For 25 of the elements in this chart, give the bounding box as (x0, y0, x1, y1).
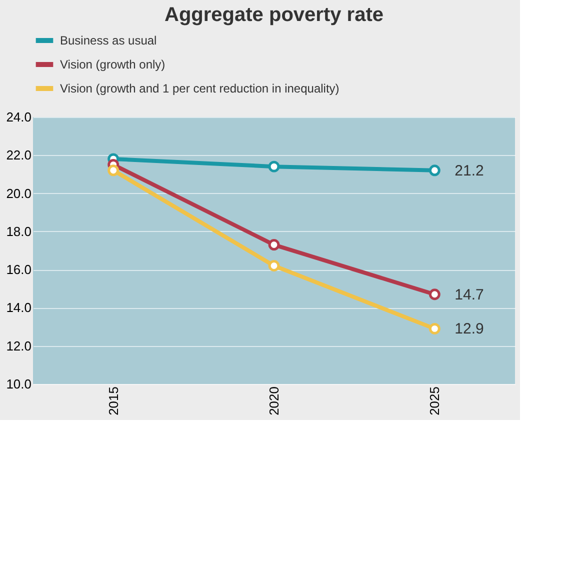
y-tick-label: 10.0 (6, 376, 32, 392)
y-tick-label: 12.0 (6, 338, 32, 354)
legend-label: Vision (growth only) (60, 58, 166, 72)
y-tick-label: 18.0 (6, 224, 32, 239)
x-tick-label: 2020 (266, 386, 282, 416)
point (268, 160, 280, 172)
point (268, 239, 280, 250)
x-tick-label: 2015 (106, 386, 121, 416)
chart-title: Aggregate poverty rate (164, 4, 384, 26)
x-tick-label: 2025 (427, 386, 442, 416)
y-tick-label: 24.0 (6, 110, 32, 124)
legend-label: Vision (growth and 1 per cent reduction in inequality) (60, 82, 340, 96)
y-tick-label: 14.0 (6, 300, 32, 316)
data-label: 21.2 (454, 162, 484, 180)
point (428, 288, 440, 300)
point (428, 164, 440, 176)
y-tick-label: 16.0 (6, 262, 32, 278)
y-tick-label: 22.0 (6, 148, 32, 163)
point (108, 164, 120, 176)
y-tick-label: 20.0 (6, 186, 32, 201)
data-label: 14.7 (454, 286, 484, 304)
point (428, 322, 440, 334)
point (268, 260, 280, 272)
data-label: 12.9 (454, 320, 484, 338)
legend-label: Business as usual (60, 34, 157, 48)
